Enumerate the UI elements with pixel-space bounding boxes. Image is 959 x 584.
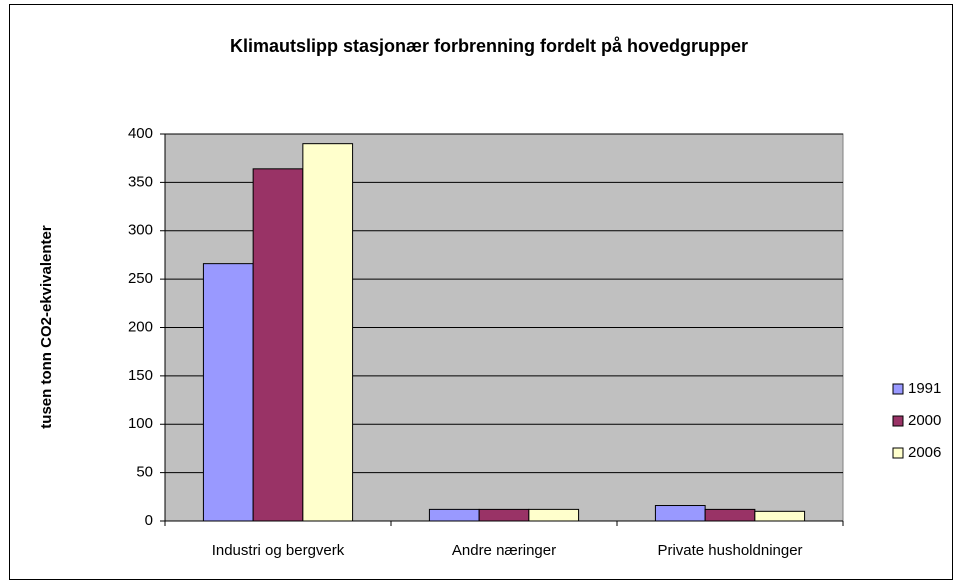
bar [302,143,354,522]
bar [754,510,806,522]
legend-swatch [892,447,904,459]
y-tick-label: 250 [128,270,153,287]
bar [202,263,254,522]
x-tick-label: Industri og bergverk [212,542,345,559]
y-tick-label: 50 [136,464,153,481]
x-tick-label: Private husholdninger [657,542,802,559]
bar [704,508,756,522]
bar [654,505,706,522]
y-tick-label: 300 [128,222,153,239]
legend-swatch [892,383,904,395]
legend-label: 2006 [908,444,941,461]
y-tick-label: 150 [128,367,153,384]
bar [428,508,480,522]
y-tick-label: 400 [128,125,153,142]
y-tick-label: 0 [145,512,153,529]
y-tick-label: 100 [128,415,153,432]
legend-swatch [892,415,904,427]
chart-title: Klimautslipp stasjonær forbrenning forde… [230,36,748,56]
x-tick-label: Andre næringer [452,542,556,559]
legend-label: 2000 [908,412,941,429]
y-axis-title: tusen tonn CO2-ekvivalenter [38,225,55,429]
legend-label: 1991 [908,380,941,397]
bar [252,168,304,522]
y-tick-label: 200 [128,318,153,335]
bar [528,508,580,522]
y-tick-label: 350 [128,173,153,190]
bar [478,508,530,522]
